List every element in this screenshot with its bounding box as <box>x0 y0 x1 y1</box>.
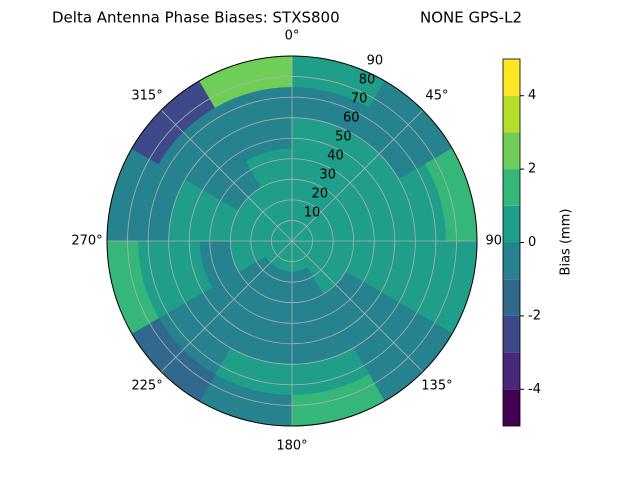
colorbar-band <box>503 352 520 390</box>
colorbar-band <box>503 59 520 96</box>
colorbar-band <box>503 389 520 426</box>
grid-spoke <box>291 109 424 242</box>
colorbar-label: Bias (mm) <box>559 209 574 276</box>
r-tick-label: 90 <box>367 53 384 68</box>
grid-spoke <box>160 109 293 242</box>
grid-spoke <box>160 240 293 373</box>
colorbar-band <box>503 315 520 353</box>
theta-tick-label: 315° <box>131 89 162 104</box>
colorbar-tick-label: 2 <box>528 162 536 177</box>
polar-frame <box>106 55 478 427</box>
theta-tick-label: 270° <box>71 234 102 249</box>
theta-tick-label: 180° <box>276 439 307 454</box>
theta-tick-label: 0° <box>285 29 300 44</box>
colorbar-tick-label: -4 <box>528 382 541 397</box>
colorbar-tick-label: 4 <box>528 88 536 103</box>
r-tick-label: 10 <box>304 205 321 220</box>
colorbar-tick-label: -2 <box>528 308 541 323</box>
r-tick-label: 40 <box>327 148 344 163</box>
colorbar-band <box>503 279 520 316</box>
r-tick-label: 30 <box>319 167 336 182</box>
theta-tick-label: 135° <box>421 378 452 393</box>
colorbar-band <box>503 205 520 243</box>
colorbar-band <box>503 132 520 170</box>
chart-subtitle: NONE GPS-L2 <box>420 9 522 27</box>
r-tick-label: 20 <box>312 186 329 201</box>
grid-spoke <box>291 240 424 373</box>
colorbar-band <box>503 169 520 206</box>
theta-tick-label: 225° <box>131 378 162 393</box>
colorbar-band <box>503 242 520 280</box>
chart-title: Delta Antenna Phase Biases: STXS800 <box>52 9 340 27</box>
r-tick-label: 80 <box>359 72 376 87</box>
r-tick-label: 70 <box>351 91 368 106</box>
r-tick-label: 50 <box>335 129 352 144</box>
colorbar-band <box>503 95 520 133</box>
theta-tick-label: 45° <box>425 89 448 104</box>
r-tick-label: 60 <box>343 110 360 125</box>
colorbar-tick-label: 0 <box>528 235 536 250</box>
